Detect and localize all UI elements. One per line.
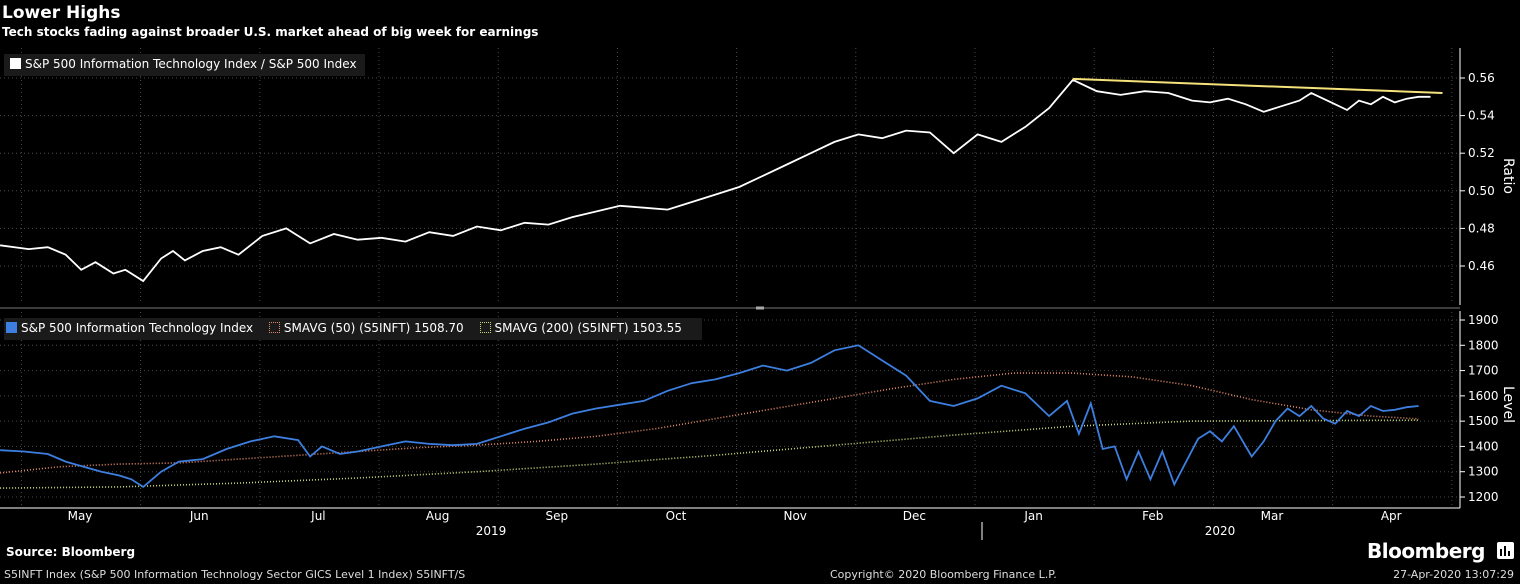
series-group (0, 77, 1443, 489)
ratio-legend-swatch (10, 58, 21, 69)
month-label: Sep (545, 509, 568, 523)
sma200-line (0, 419, 1419, 489)
ratio-tick-label: 0.48 (1468, 221, 1495, 235)
ticker-description: S5INFT Index (S&P 500 Information Techno… (4, 568, 466, 581)
ratio-tick-label: 0.50 (1468, 184, 1495, 198)
year-label-2019: 2019 (476, 524, 507, 538)
month-label: Apr (1381, 509, 1402, 523)
price-line (0, 344, 1419, 489)
month-label: Mar (1261, 509, 1284, 523)
chart-title: Lower Highs (2, 3, 121, 23)
legend-item-sma50[interactable]: SMAVG (50) (S5INFT) 1508.70 (268, 321, 464, 335)
month-label: Jul (310, 509, 325, 523)
level-tick-label: 1400 (1468, 439, 1499, 453)
month-label: Feb (1142, 509, 1163, 523)
year-label-2020: 2020 (1205, 524, 1236, 538)
chart-subtitle: Tech stocks fading against broader U.S. … (2, 25, 539, 39)
level-tick-label: 1800 (1468, 338, 1499, 352)
ratio-legend[interactable]: S&P 500 Information Technology Index / S… (4, 54, 365, 76)
ratio-tick-label: 0.46 (1468, 259, 1495, 273)
month-label: May (68, 509, 93, 523)
ratio-tick-label: 0.54 (1468, 109, 1495, 123)
month-label: Nov (783, 509, 806, 523)
level-tick-label: 1300 (1468, 465, 1499, 479)
price-swatch (6, 322, 17, 333)
timestamp: 27-Apr-2020 13:07:29 (1393, 568, 1514, 581)
ratio-legend-label: S&P 500 Information Technology Index / S… (25, 57, 357, 71)
axes: 0.46 0.48 0.50 0.52 0.54 0.56 1200 1300 1400 1500… (0, 48, 1499, 540)
bloomberg-chart-icon (1497, 542, 1514, 559)
ratio-tick-label: 0.52 (1468, 146, 1495, 160)
sma200-legend-label: SMAVG (200) (S5INFT) 1503.55 (494, 321, 682, 335)
level-tick-label: 1500 (1468, 414, 1499, 428)
sma200-swatch (479, 322, 491, 333)
ratio-axis-title: Ratio (1500, 158, 1516, 194)
sma50-swatch (268, 322, 280, 333)
grid-lines (0, 48, 1460, 507)
sma50-line (0, 372, 1419, 474)
month-label: Dec (903, 509, 926, 523)
sma50-legend-label: SMAVG (50) (S5INFT) 1508.70 (283, 321, 464, 335)
level-axis-title: Level (1500, 386, 1516, 423)
level-tick-label: 1700 (1468, 364, 1499, 378)
legend-item-sma200[interactable]: SMAVG (200) (S5INFT) 1503.55 (479, 321, 682, 335)
level-tick-label: 1900 (1468, 313, 1499, 327)
level-tick-label: 1600 (1468, 389, 1499, 403)
month-label: Oct (666, 509, 687, 523)
copyright: Copyright© 2020 Bloomberg Finance L.P. (830, 568, 1057, 581)
trend-line (1072, 77, 1443, 94)
level-tick-label: 1200 (1468, 490, 1499, 504)
price-legend-label: S&P 500 Information Technology Index (21, 321, 254, 335)
month-label: Aug (426, 509, 449, 523)
bloomberg-logo: Bloomberg (1367, 539, 1485, 563)
month-label: Jan (1023, 509, 1043, 523)
source-label: Source: Bloomberg (6, 545, 136, 559)
ratio-line (0, 78, 1431, 283)
ratio-tick-label: 0.56 (1468, 71, 1495, 85)
month-label: Jun (189, 509, 209, 523)
legend-item-price[interactable]: S&P 500 Information Technology Index (6, 321, 253, 335)
level-legend[interactable]: S&P 500 Information Technology Index SMA… (4, 318, 702, 340)
